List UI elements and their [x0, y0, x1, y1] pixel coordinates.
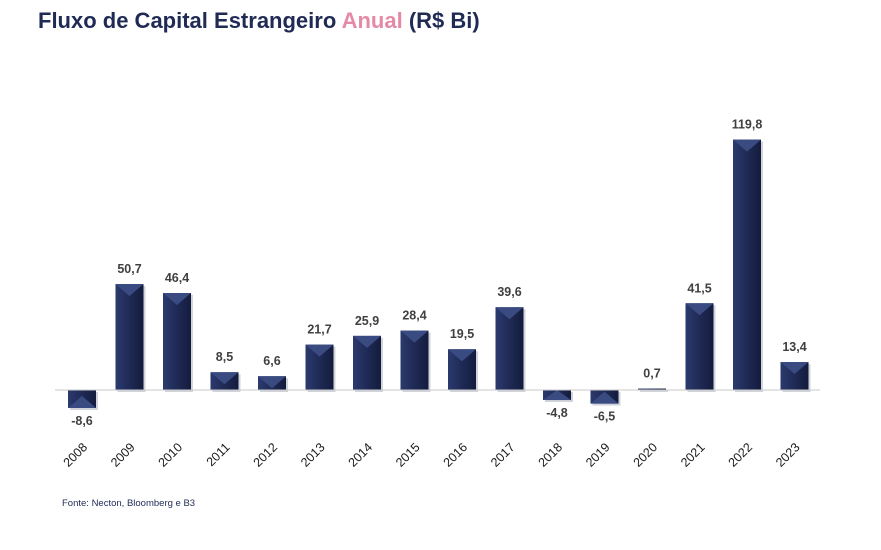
- data-label: 21,7: [307, 323, 331, 337]
- bar-2016: [448, 349, 478, 392]
- bar-bevel: [780, 361, 809, 374]
- x-tick-label: 2014: [346, 440, 376, 470]
- data-label: 28,4: [402, 309, 426, 323]
- bar-shadow: [640, 390, 668, 392]
- x-tick-label: 2016: [441, 440, 471, 470]
- bar-bevel: [495, 307, 524, 320]
- x-axis-ticks-layer: 2008 2009 2010 2011 2012 2013 2014 2015 2016 2017…: [61, 440, 803, 470]
- bar-2013: [305, 344, 336, 392]
- chart-title: Fluxo de Capital Estrangeiro Anual (R$ B…: [38, 8, 480, 34]
- title-main: Fluxo de Capital Estrangeiro: [38, 8, 342, 33]
- data-labels-layer: -8,6 50,7 46,4 8,5 6,6 21,7 25,9 28,4 19,5 39,6 -4…: [71, 118, 806, 428]
- bar-bevel: [400, 330, 429, 343]
- x-tick-label: 2013: [298, 440, 328, 470]
- data-label: 39,6: [497, 285, 521, 299]
- bar-2023: [780, 361, 811, 392]
- data-label: 25,9: [355, 314, 379, 328]
- data-label: 0,7: [643, 367, 660, 381]
- bar-bevel: [448, 349, 476, 362]
- x-tick-label: 2022: [726, 440, 756, 470]
- data-label: 13,4: [782, 340, 806, 354]
- bar-2012: [258, 376, 288, 392]
- bar-2011: [210, 372, 241, 392]
- x-tick-label: 2012: [251, 440, 281, 470]
- bar-2008: [68, 390, 98, 410]
- data-label: 41,5: [687, 281, 711, 295]
- bar-body: [163, 293, 191, 390]
- bars-layer: [68, 139, 811, 410]
- bar-body: [733, 139, 761, 390]
- x-tick-label: 2017: [488, 440, 518, 470]
- bar-2009: [115, 284, 146, 392]
- bar-2010: [163, 293, 193, 392]
- bar-2020: [638, 388, 668, 392]
- data-label: 46,4: [165, 271, 189, 285]
- bar-bevel: [163, 293, 191, 306]
- x-tick-label: 2009: [108, 440, 138, 470]
- bar-bevel: [305, 344, 334, 357]
- x-tick-label: 2015: [393, 440, 423, 470]
- bar-2019: [590, 390, 621, 406]
- bar-bevel: [68, 395, 96, 408]
- x-tick-label: 2010: [156, 440, 186, 470]
- bar-bevel: [258, 376, 286, 389]
- bar-body: [495, 307, 524, 390]
- bar-bevel: [733, 139, 761, 152]
- bar-bevel: [543, 390, 571, 401]
- data-label: 19,5: [450, 327, 474, 341]
- data-label: 50,7: [117, 262, 141, 276]
- title-unit: (R$ Bi): [402, 8, 480, 33]
- x-tick-label: 2020: [631, 440, 661, 470]
- x-tick-label: 2018: [536, 440, 566, 470]
- x-tick-label: 2011: [204, 440, 233, 469]
- bar-2018: [543, 390, 573, 403]
- x-tick-label: 2021: [678, 440, 708, 470]
- bar-2022: [733, 139, 763, 392]
- bar-2021: [685, 303, 716, 392]
- x-tick-label: 2008: [61, 440, 91, 470]
- bar-bevel: [685, 303, 714, 316]
- bar-bevel: [210, 372, 239, 385]
- bar-body: [638, 388, 666, 390]
- data-label: 8,5: [216, 350, 233, 364]
- bar-2017: [495, 307, 526, 392]
- bar-bevel: [115, 284, 144, 297]
- bar-bevel: [353, 335, 381, 348]
- bar-bevel: [590, 391, 619, 404]
- source-note: Fonte: Necton, Bloomberg e B3: [62, 498, 196, 509]
- bar-body: [115, 284, 144, 390]
- bar-2015: [400, 330, 431, 392]
- data-label: -6,5: [594, 410, 616, 424]
- title-accent: Anual: [341, 8, 403, 33]
- x-tick-label: 2023: [773, 440, 803, 470]
- data-label: 6,6: [263, 354, 280, 368]
- bar-2014: [353, 335, 383, 392]
- bar-body: [685, 303, 714, 390]
- data-label: 119,8: [732, 118, 763, 132]
- data-label: -8,6: [71, 414, 93, 428]
- x-tick-label: 2019: [583, 440, 613, 470]
- data-label: -4,8: [546, 406, 568, 420]
